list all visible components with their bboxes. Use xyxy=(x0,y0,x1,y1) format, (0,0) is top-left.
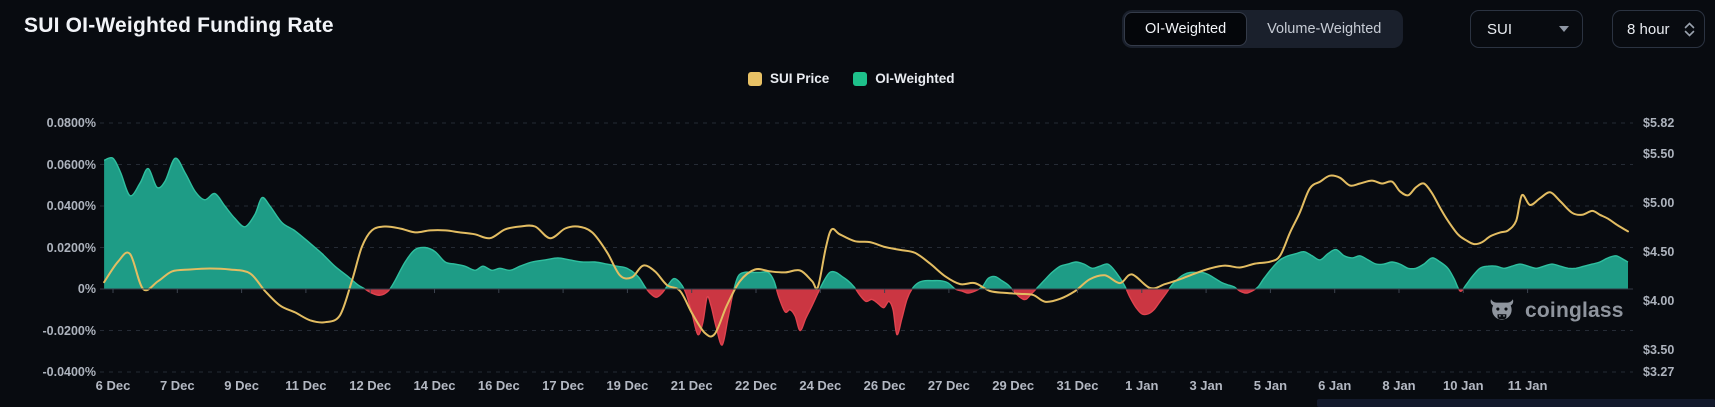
x-axis-date-label: 29 Dec xyxy=(992,378,1035,393)
y-axis-label-right: $5.00 xyxy=(1643,196,1675,211)
x-axis-date-label: 7 Dec xyxy=(159,378,195,393)
x-axis-date-label: 26 Dec xyxy=(863,378,906,393)
y-axis-label-left: -0.0400% xyxy=(42,365,96,379)
x-axis-date-label: 31 Dec xyxy=(1056,378,1099,393)
legend-item-oi-weighted[interactable]: OI-Weighted xyxy=(853,71,955,86)
x-axis-date-label: 8 Jan xyxy=(1382,378,1416,393)
legend-item-sui-price[interactable]: SUI Price xyxy=(748,71,829,86)
y-axis-label-left: -0.0200% xyxy=(42,323,96,338)
x-axis-date-label: 21 Dec xyxy=(670,378,713,393)
y-axis-label-right: $3.27 xyxy=(1643,365,1675,379)
x-axis-date-label: 22 Dec xyxy=(735,378,777,393)
oi-weighted-swatch-icon xyxy=(853,71,868,86)
y-axis-label-right: $3.50 xyxy=(1643,342,1675,357)
toggle-oi-weighted[interactable]: OI-Weighted xyxy=(1124,12,1248,46)
y-axis-label-right: $4.00 xyxy=(1643,293,1675,308)
legend-label: OI-Weighted xyxy=(875,71,955,86)
zero-axis-line xyxy=(100,288,1633,293)
x-axis-date-label: 5 Jan xyxy=(1253,378,1288,393)
y-axis-label-left: 0% xyxy=(77,282,96,296)
coinglass-watermark: coinglass xyxy=(1487,296,1624,326)
sui-price-swatch-icon xyxy=(748,71,762,86)
x-axis-date-label: 11 Dec xyxy=(285,378,327,393)
legend-label: SUI Price xyxy=(770,71,830,86)
coinglass-wordmark: coinglass xyxy=(1525,299,1624,322)
weighting-toggle: OI-Weighted Volume-Weighted xyxy=(1122,10,1404,48)
y-axis-label-right: $5.50 xyxy=(1643,147,1675,162)
x-axis-date-label: 6 Dec xyxy=(95,378,131,393)
interval-select-value: 8 hour xyxy=(1627,20,1670,38)
chevron-down-icon xyxy=(1559,26,1569,32)
x-axis-date-label: 3 Jan xyxy=(1189,378,1223,393)
y-axis-label-left: 0.0600% xyxy=(46,157,96,172)
page-title: SUI OI-Weighted Funding Rate xyxy=(24,14,334,37)
coinglass-bull-icon xyxy=(1490,299,1514,320)
x-axis-date-label: 17 Dec xyxy=(542,378,585,393)
series-layer xyxy=(103,156,1629,346)
toggle-volume-weighted[interactable]: Volume-Weighted xyxy=(1267,21,1382,37)
symbol-select-value: SUI xyxy=(1487,20,1513,38)
x-axis-date-label: 12 Dec xyxy=(349,378,392,393)
y-axis-label-right: $4.50 xyxy=(1643,244,1675,259)
x-axis-date-label: 6 Jan xyxy=(1318,378,1352,393)
x-axis-date-label: 9 Dec xyxy=(224,378,259,393)
x-axis-date-label: 24 Dec xyxy=(799,378,842,393)
y-axis-label-left: 0.0200% xyxy=(46,240,96,255)
symbol-select[interactable]: SUI xyxy=(1470,10,1583,48)
gridlines xyxy=(100,122,1633,373)
y-axis-label-left: 0.0400% xyxy=(46,199,96,213)
chart-legend: SUI Price OI-Weighted xyxy=(748,71,955,86)
x-axis-date-label: 27 Dec xyxy=(927,378,970,393)
y-axis-label-right: $5.82 xyxy=(1643,116,1675,130)
x-axis-date-label: 16 Dec xyxy=(477,378,520,393)
x-axis-date-label: 1 Jan xyxy=(1125,378,1159,393)
x-axis-date-label: 14 Dec xyxy=(413,378,456,393)
x-axis-date-label: 10 Jan xyxy=(1443,378,1484,393)
horizontal-scroll-strip[interactable] xyxy=(1317,399,1715,407)
x-axis-date-label: 11 Jan xyxy=(1507,378,1548,393)
interval-select[interactable]: 8 hour xyxy=(1612,10,1705,48)
x-axis-date-label: 19 Dec xyxy=(606,378,649,393)
y-axis-label-left: 0.0800% xyxy=(46,116,96,130)
updown-chevrons-icon xyxy=(1684,21,1695,37)
